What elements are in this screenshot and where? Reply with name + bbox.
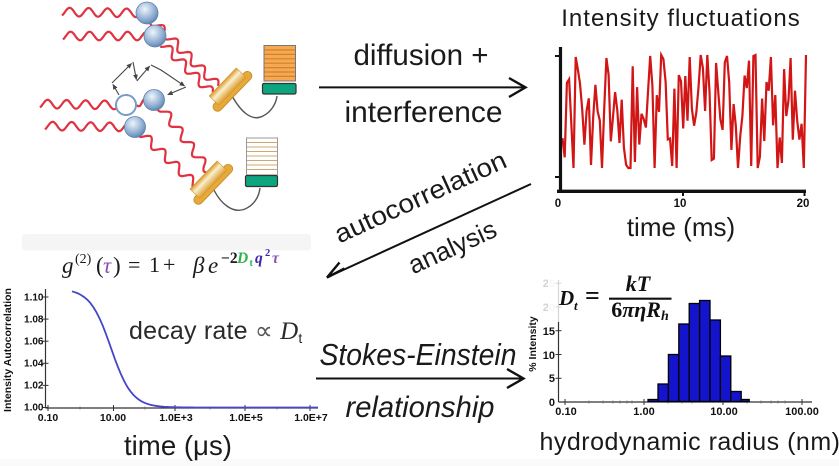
- svg-text:g: g: [62, 253, 74, 278]
- svg-text:1.08: 1.08: [24, 315, 44, 326]
- svg-text:interference: interference: [345, 96, 503, 129]
- svg-text:15: 15: [543, 326, 555, 338]
- svg-text:(: (: [96, 253, 104, 278]
- svg-text:0: 0: [555, 198, 561, 210]
- svg-text:0: 0: [549, 397, 555, 409]
- svg-text:1.0E+7: 1.0E+7: [294, 412, 328, 424]
- svg-text:diffusion +: diffusion +: [354, 39, 489, 72]
- svg-text:τ: τ: [103, 253, 112, 278]
- svg-text:t: t: [250, 258, 254, 269]
- svg-text:Intensity fluctuations: Intensity fluctuations: [561, 5, 800, 32]
- svg-text:=: =: [585, 281, 600, 310]
- svg-text:1: 1: [149, 252, 160, 277]
- svg-text:0.10: 0.10: [38, 412, 59, 424]
- svg-text:kT: kT: [626, 271, 652, 296]
- svg-text:1.02: 1.02: [24, 381, 44, 392]
- svg-text:τ: τ: [272, 250, 280, 267]
- svg-text:time (ms): time (ms): [627, 212, 735, 242]
- svg-text:5: 5: [549, 373, 555, 385]
- svg-text:100.00: 100.00: [785, 406, 819, 418]
- svg-text:Stokes-Einstein: Stokes-Einstein: [320, 337, 517, 372]
- svg-text:1.00: 1.00: [633, 406, 654, 418]
- svg-text:decay rate ∝ Dt: decay rate ∝ Dt: [129, 317, 302, 346]
- svg-text:q: q: [255, 250, 263, 267]
- svg-text:=: =: [128, 252, 140, 277]
- svg-text:t: t: [574, 298, 578, 313]
- svg-text:D: D: [558, 286, 574, 310]
- svg-text:time (μs): time (μs): [124, 430, 232, 461]
- svg-text:1.04: 1.04: [24, 359, 44, 370]
- svg-text:% Intensity: % Intensity: [527, 316, 539, 372]
- svg-text:10: 10: [674, 198, 687, 210]
- svg-text:hydrodynamic radius (nm): hydrodynamic radius (nm): [540, 428, 839, 456]
- svg-text:Intensity Autocorrelation: Intensity Autocorrelation: [2, 288, 14, 412]
- svg-text:1.00: 1.00: [24, 403, 44, 414]
- svg-text:relationship: relationship: [346, 391, 495, 424]
- svg-text:1.06: 1.06: [24, 337, 44, 348]
- svg-text:1.0E+5: 1.0E+5: [229, 412, 263, 424]
- svg-text:β: β: [192, 253, 205, 278]
- svg-text:10.00: 10.00: [100, 412, 126, 424]
- svg-text:): ): [113, 253, 121, 278]
- svg-text:analysis: analysis: [403, 214, 501, 280]
- svg-text:0.10: 0.10: [555, 406, 576, 418]
- svg-text:2: 2: [265, 248, 270, 259]
- svg-text:−2: −2: [221, 250, 238, 267]
- svg-text:6πηRh: 6πηRh: [611, 297, 669, 324]
- svg-text:e: e: [208, 253, 218, 278]
- svg-text:1.0E+3: 1.0E+3: [159, 412, 193, 424]
- svg-text:(2): (2): [75, 252, 92, 267]
- svg-text:D: D: [236, 250, 248, 267]
- svg-text:20: 20: [797, 198, 810, 210]
- svg-text:+: +: [163, 252, 175, 277]
- svg-text:1.10: 1.10: [24, 293, 44, 304]
- svg-text:10.00: 10.00: [710, 406, 738, 418]
- svg-text:10: 10: [543, 350, 555, 362]
